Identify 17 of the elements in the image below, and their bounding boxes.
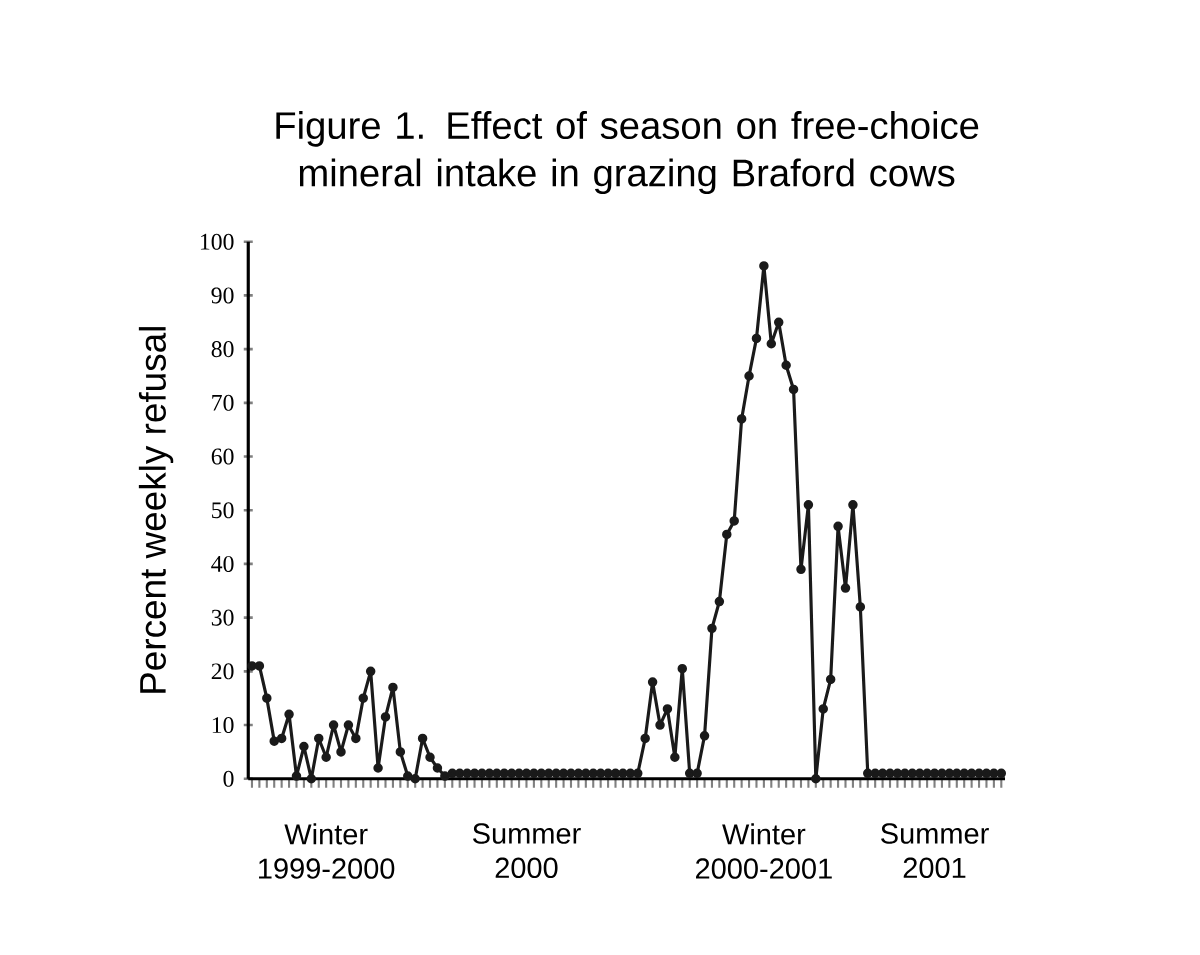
y-axis-title: Percent weekly refusal: [138, 327, 174, 693]
y-tick-label: 20: [211, 663, 234, 680]
y-tick-label: 80: [211, 341, 234, 358]
y-tick-label: 100: [200, 233, 234, 250]
x-tick-label: Summer 2001: [881, 823, 989, 879]
y-tick-label: 70: [212, 394, 234, 411]
y-tick-label: 90: [211, 287, 234, 304]
x-tick-label: Winter 1999-2000: [259, 823, 395, 879]
y-tick-label: 60: [211, 448, 234, 465]
chart-title: Figure 1. Effect of season on free-choice mineral intake in grazing Braford cows: [276, 111, 979, 195]
y-tick-label: 40: [211, 555, 234, 572]
x-tick-label: Summer 2000: [473, 823, 581, 879]
y-tick-label: 0: [223, 770, 234, 787]
y-tick-label: 30: [211, 609, 234, 626]
y-tick-label: 10: [212, 717, 234, 734]
x-tick-label: Winter 2000-2001: [696, 823, 832, 879]
y-tick-label: 50: [212, 502, 234, 519]
